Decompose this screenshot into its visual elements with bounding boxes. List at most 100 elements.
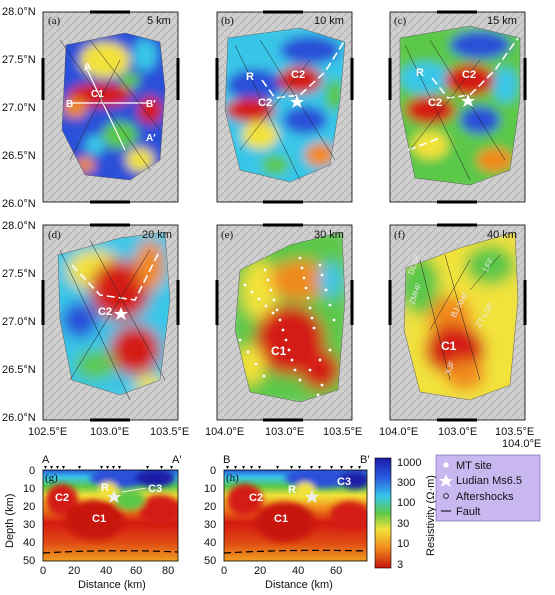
panel-c-label-R: R [416, 67, 424, 79]
lat-label: 26.5°N [2, 364, 36, 376]
colorbar-tick: 100 [397, 497, 415, 509]
section-h: (h) B B′ C2 C1 R C3 [223, 454, 369, 562]
panel-a-label-B: B [66, 99, 73, 110]
panel-d-letter: (d) [48, 229, 61, 241]
epicenter-star-symbol [439, 474, 453, 487]
y-tick: 0 [29, 465, 35, 477]
lat-label: 26.0°N [2, 198, 36, 210]
y-tick: 10 [23, 483, 35, 495]
panel-a-letter: (a) [48, 15, 61, 27]
legend: MT site Ludian Ms6.5 Aftershocks Fault [435, 454, 541, 522]
lat-label: 26.0°N [2, 412, 36, 424]
lon-label: 103.0°E [438, 426, 477, 438]
section-g-site-markers [44, 466, 173, 469]
lon-label: 102.5°E [28, 426, 67, 438]
aftershock-symbol [443, 493, 449, 499]
lon-label: 104.0°E [205, 426, 244, 438]
lon-label: 103.5°E [323, 426, 362, 438]
panel-c-label-C2a: C2 [462, 69, 476, 81]
panel-f-letter: (f) [394, 229, 405, 241]
legend-ludian: Ludian Ms6.5 [456, 475, 522, 487]
section-h-start: B [223, 454, 230, 466]
section-g-epicenter-star [107, 490, 121, 503]
panel-c-depth: 15 km [487, 15, 517, 27]
legend-fault: Fault [456, 506, 480, 518]
y-tick: 0 [210, 465, 216, 477]
legend-box [435, 454, 541, 522]
map-frame-ticks [41, 10, 527, 422]
lon-label: 103.0°E [265, 426, 304, 438]
colorbar-tick: 300 [397, 477, 415, 489]
lon-label: 104.0°E [379, 426, 418, 438]
section-g-label-R: R [101, 482, 109, 494]
panel-e-letter: (e) [221, 229, 234, 241]
panel-a: (a) 5 km A B C1 B′ A′ [42, 11, 179, 203]
y-tick: 50 [204, 555, 216, 567]
panel-a-label-Bp: B′ [146, 99, 156, 110]
lat-label: 27.5°N [2, 54, 36, 66]
mt-site-symbol [443, 462, 449, 468]
lat-label: 27.0°N [2, 102, 36, 114]
panel-c-letter: (c) [394, 15, 407, 27]
section-y-axis-label: Depth (km) [4, 494, 16, 548]
x-tick: 20 [68, 565, 80, 577]
section-g-end: A′ [172, 454, 181, 466]
panel-f-depth: 40 km [487, 229, 517, 241]
section-h-letter: (h) [226, 472, 239, 484]
section-h-x-axis-label: Distance (km) [265, 579, 333, 591]
panel-d-label-C2: C2 [98, 306, 112, 318]
lat-label: 27.5°N [2, 268, 36, 280]
section-g-label-C3: C3 [148, 483, 162, 495]
latitude-labels: 28.0°N 27.5°N 27.0°N 26.5°N 26.0°N 28.0°… [2, 6, 36, 424]
section-h-label-R: R [288, 484, 296, 496]
panel-e-depth: 30 km [314, 229, 344, 241]
lon-label: 103.5°E [495, 426, 534, 438]
y-tick: 30 [23, 519, 35, 531]
lat-label: 28.0°N [2, 6, 36, 18]
y-tick: 10 [204, 483, 216, 495]
panel-b-depth: 10 km [314, 15, 344, 27]
section-h-label-C2: C2 [249, 492, 263, 504]
panel-f: (f) 40 km C1 DLSF ZMHF LFF BJ-XHF ZT-LDF… [389, 224, 526, 421]
legend-aftershocks: Aftershocks [456, 491, 514, 503]
section-h-label-C1: C1 [274, 513, 288, 525]
y-tick: 40 [204, 537, 216, 549]
section-g-letter: (g) [45, 472, 58, 484]
x-tick: 60 [330, 565, 342, 577]
panel-f-label-C1: C1 [441, 339, 457, 353]
y-tick: 20 [23, 501, 35, 513]
section-g-label-C1: C1 [92, 513, 106, 525]
x-tick: 40 [292, 565, 304, 577]
panel-e: (e) 30 km C1 [216, 224, 353, 421]
section-g: (g) A A′ C2 C1 R C3 [42, 454, 181, 562]
colorbar-tick: 1000 [397, 457, 421, 469]
section-h-label-C3: C3 [337, 476, 351, 488]
panel-c: (c) 15 km R C2 C2 [389, 11, 526, 203]
section-h-end: B′ [360, 454, 369, 466]
section-axes: Depth (km) 0 10 20 30 40 50 0 10 20 30 4… [4, 465, 342, 591]
legend-mt-site: MT site [456, 460, 492, 472]
section-h-site-markers [226, 466, 361, 469]
x-tick: 0 [221, 565, 227, 577]
x-tick: 0 [40, 565, 46, 577]
panel-c-epicenter-star [461, 94, 475, 107]
y-tick: 50 [23, 555, 35, 567]
lat-label: 28.0°N [2, 220, 36, 232]
panel-a-depth: 5 km [147, 15, 171, 27]
panel-b-label-R: R [246, 71, 254, 83]
y-tick: 40 [23, 537, 35, 549]
colorbar-tick: 3 [397, 559, 403, 571]
lat-label: 27.0°N [2, 316, 36, 328]
lon-label: 103.5°E [150, 426, 189, 438]
x-tick: 60 [130, 565, 142, 577]
lon-label: 104.0°E [502, 438, 541, 450]
colorbar-tick: 30 [397, 518, 409, 530]
x-tick: 40 [100, 565, 112, 577]
y-tick: 30 [204, 519, 216, 531]
panel-a-label-Ap: A′ [146, 133, 156, 144]
panel-b-epicenter-star [290, 95, 304, 108]
y-tick: 20 [204, 501, 216, 513]
colorbar: 1000 300 100 30 10 3 Resistivity (Ω·m) [374, 457, 437, 571]
panel-c-label-C2b: C2 [428, 97, 442, 109]
lon-label: 103.0°E [90, 426, 129, 438]
